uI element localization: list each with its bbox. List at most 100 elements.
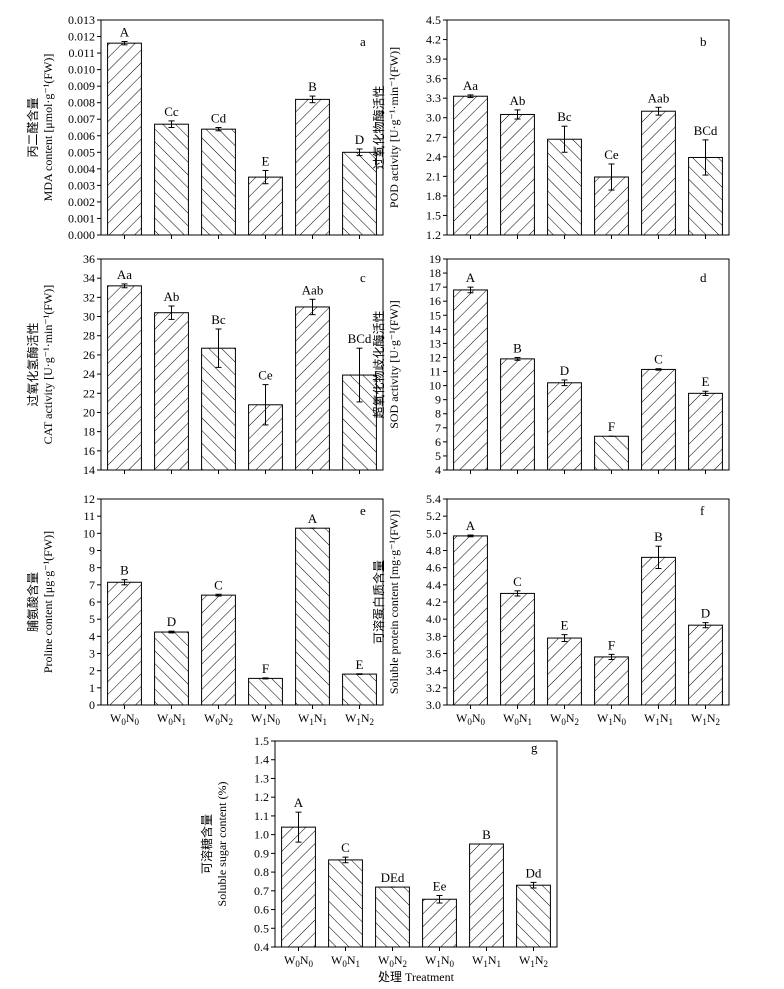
x-tick-label: W1N2 bbox=[519, 953, 548, 969]
significance-label: Cd bbox=[211, 111, 227, 126]
y-tick-label: 0.7 bbox=[254, 884, 269, 898]
bar bbox=[469, 843, 504, 948]
bar bbox=[295, 306, 330, 471]
plot-frame bbox=[274, 740, 558, 948]
significance-label: BCd bbox=[694, 123, 718, 138]
bar bbox=[500, 592, 535, 706]
bar bbox=[107, 42, 142, 236]
y-tick-label: 1.2 bbox=[426, 228, 441, 242]
y-axis-label-en: SOD activity [U·g⁻¹(FW)] bbox=[387, 300, 401, 429]
y-tick-label: 5 bbox=[89, 612, 95, 626]
bar bbox=[375, 886, 410, 948]
bar bbox=[295, 527, 330, 706]
y-axis-label-cn: 丙二醛含量 bbox=[25, 97, 40, 157]
panel-letter: g bbox=[531, 740, 538, 755]
significance-label: B bbox=[513, 340, 522, 355]
significance-label: BCd bbox=[348, 331, 372, 346]
y-tick-label: 0.012 bbox=[68, 30, 95, 44]
y-tick-label: 11 bbox=[83, 509, 95, 523]
y-axis-label-cn: 可溶糖含量 bbox=[199, 814, 214, 874]
y-axis-label-cn: 可溶蛋白质含量 bbox=[371, 560, 386, 644]
bar bbox=[641, 556, 676, 706]
y-axis-label-en: CAT activity [U·g⁻¹·min⁻¹(FW)] bbox=[41, 285, 55, 445]
significance-label: A bbox=[294, 795, 304, 810]
panel-letter: d bbox=[700, 270, 707, 285]
plot-frame bbox=[446, 19, 730, 236]
y-tick-label: 16 bbox=[83, 444, 95, 458]
bar bbox=[688, 392, 723, 471]
y-tick-label: 4.5 bbox=[426, 13, 441, 27]
y-axis-label-cn: 过氧化氢酶活性 bbox=[25, 322, 40, 406]
bar bbox=[453, 95, 488, 236]
significance-label: Cc bbox=[164, 104, 179, 119]
x-tick-label: W0N2 bbox=[378, 953, 407, 969]
y-tick-label: 0.001 bbox=[68, 211, 95, 225]
y-tick-label: 10 bbox=[83, 526, 95, 540]
y-tick-label: 20 bbox=[83, 405, 95, 419]
significance-label: A bbox=[120, 25, 130, 40]
y-tick-label: 0.4 bbox=[254, 940, 269, 954]
y-tick-label: 3.9 bbox=[426, 52, 441, 66]
significance-label: Ce bbox=[258, 368, 273, 383]
significance-label: D bbox=[701, 606, 710, 621]
bar bbox=[154, 631, 189, 706]
bar bbox=[500, 358, 535, 471]
y-axis-label-en: POD activity [U·g⁻¹·min⁻¹(FW)] bbox=[387, 47, 401, 208]
y-tick-label: 1.2 bbox=[254, 790, 269, 804]
y-tick-label: 6 bbox=[435, 435, 441, 449]
significance-label: Ee bbox=[433, 879, 447, 894]
bar bbox=[154, 123, 189, 236]
y-tick-label: 30 bbox=[83, 310, 95, 324]
y-tick-label: 0 bbox=[89, 698, 95, 712]
y-tick-label: 22 bbox=[83, 386, 95, 400]
significance-label: F bbox=[608, 419, 615, 434]
y-tick-label: 16 bbox=[429, 294, 441, 308]
x-tick-label: W0N0 bbox=[110, 711, 140, 727]
y-tick-label: 4 bbox=[435, 463, 441, 477]
y-axis-label-cn: 过氧化物酶活性 bbox=[371, 85, 386, 169]
significance-label: Ab bbox=[510, 93, 526, 108]
y-tick-label: 0.002 bbox=[68, 195, 95, 209]
bar bbox=[500, 113, 535, 236]
y-tick-label: 0.004 bbox=[68, 162, 95, 176]
significance-label: F bbox=[262, 661, 269, 676]
bar bbox=[201, 594, 236, 706]
y-axis-label-en: Soluble protein content [mg·g⁻¹(FW)] bbox=[387, 510, 401, 694]
y-tick-label: 14 bbox=[83, 463, 95, 477]
x-tick-label: W0N1 bbox=[331, 953, 360, 969]
y-tick-label: 24 bbox=[83, 367, 95, 381]
bar bbox=[594, 656, 629, 706]
x-axis-label: 处理 Treatment bbox=[378, 970, 455, 984]
y-tick-label: 0.013 bbox=[68, 13, 95, 27]
y-tick-label: 7 bbox=[435, 421, 441, 435]
y-tick-label: 0.009 bbox=[68, 79, 95, 93]
y-tick-label: 4.2 bbox=[426, 595, 441, 609]
bar bbox=[547, 637, 582, 706]
y-tick-label: 8 bbox=[435, 407, 441, 421]
significance-label: B bbox=[308, 79, 317, 94]
panel-letter: b bbox=[700, 34, 707, 49]
bar bbox=[688, 624, 723, 706]
bar bbox=[547, 382, 582, 471]
panel-letter: f bbox=[700, 503, 705, 518]
chart-panel-b: 1.2 1.5 1.8 2.1 2.4 2.7 3.0 3.3 3.6 3.9 4.2 4.5 Aa Ab… bbox=[371, 13, 730, 242]
y-tick-label: 1.3 bbox=[254, 771, 269, 785]
y-tick-label: 1.5 bbox=[254, 734, 269, 748]
y-tick-label: 4.0 bbox=[426, 612, 441, 626]
y-tick-label: 0.008 bbox=[68, 96, 95, 110]
bar bbox=[107, 285, 142, 471]
y-tick-label: 4.8 bbox=[426, 544, 441, 558]
significance-label: Dd bbox=[526, 865, 542, 880]
significance-label: C bbox=[654, 352, 663, 367]
bar bbox=[154, 312, 189, 471]
y-tick-label: 3.8 bbox=[426, 629, 441, 643]
bar bbox=[248, 677, 283, 706]
y-tick-label: 5.2 bbox=[426, 509, 441, 523]
bar bbox=[295, 98, 330, 236]
significance-label: Aa bbox=[117, 267, 132, 282]
y-tick-label: 2.1 bbox=[426, 169, 441, 183]
significance-label: E bbox=[356, 657, 364, 672]
y-tick-label: 0.9 bbox=[254, 846, 269, 860]
y-tick-label: 3.0 bbox=[426, 698, 441, 712]
